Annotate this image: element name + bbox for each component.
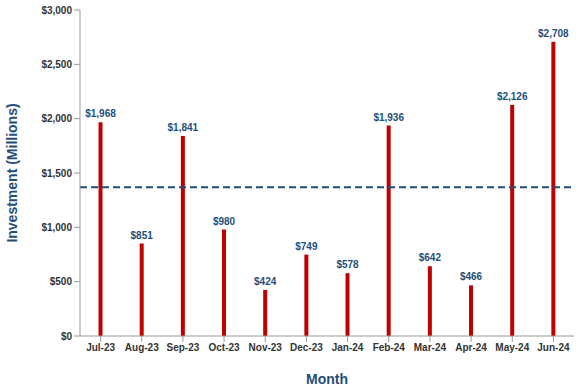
- svg-text:Sep-23: Sep-23: [167, 342, 200, 353]
- svg-text:Aug-23: Aug-23: [125, 342, 159, 353]
- svg-text:Nov-23: Nov-23: [249, 342, 283, 353]
- svg-text:$851: $851: [131, 230, 154, 241]
- svg-text:Investment (Millions): Investment (Millions): [8, 103, 20, 242]
- svg-text:$1,500: $1,500: [41, 168, 72, 179]
- svg-text:Dec-23: Dec-23: [290, 342, 323, 353]
- svg-text:$578: $578: [336, 259, 359, 270]
- svg-text:$3,000: $3,000: [41, 5, 72, 16]
- svg-text:$1,841: $1,841: [168, 122, 199, 133]
- svg-text:Jul-23: Jul-23: [86, 342, 115, 353]
- svg-text:$980: $980: [213, 216, 236, 227]
- svg-text:Oct-23: Oct-23: [209, 342, 241, 353]
- svg-text:May-24: May-24: [495, 342, 529, 353]
- svg-text:$0: $0: [61, 331, 73, 342]
- svg-text:Mar-24: Mar-24: [414, 342, 447, 353]
- svg-text:$2,500: $2,500: [41, 59, 72, 70]
- svg-text:$2,708: $2,708: [538, 28, 569, 39]
- svg-text:Jun-24: Jun-24: [537, 342, 570, 353]
- svg-text:$1,000: $1,000: [41, 222, 72, 233]
- svg-text:Apr-24: Apr-24: [455, 342, 487, 353]
- svg-text:$2,126: $2,126: [497, 91, 528, 102]
- svg-text:$500: $500: [50, 276, 73, 287]
- svg-text:$1,968: $1,968: [85, 108, 116, 119]
- svg-text:$1,936: $1,936: [373, 112, 404, 123]
- svg-text:$749: $749: [295, 241, 318, 252]
- svg-text:$466: $466: [460, 271, 483, 282]
- svg-text:$642: $642: [419, 252, 442, 263]
- svg-text:Jan-24: Jan-24: [332, 342, 364, 353]
- svg-text:$424: $424: [254, 276, 277, 287]
- svg-text:Feb-24: Feb-24: [373, 342, 406, 353]
- svg-text:Month: Month: [306, 371, 348, 387]
- svg-text:$2,000: $2,000: [41, 113, 72, 124]
